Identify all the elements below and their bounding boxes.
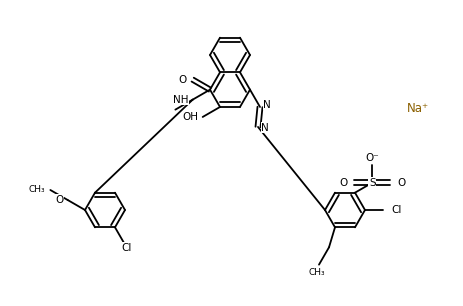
Text: CH₃: CH₃	[309, 268, 325, 277]
Text: N: N	[263, 100, 271, 110]
Text: OH: OH	[183, 112, 199, 122]
Text: Na⁺: Na⁺	[407, 102, 429, 114]
Text: O: O	[56, 195, 64, 205]
Text: CH₃: CH₃	[29, 185, 45, 195]
Text: Cl: Cl	[391, 205, 401, 215]
Text: O⁻: O⁻	[365, 153, 379, 163]
Text: Cl: Cl	[122, 243, 132, 253]
Text: NH: NH	[173, 95, 189, 105]
Text: O: O	[397, 178, 406, 188]
Text: N: N	[261, 123, 269, 133]
Text: O: O	[178, 75, 187, 85]
Text: O: O	[339, 178, 347, 188]
Text: S: S	[369, 178, 375, 188]
